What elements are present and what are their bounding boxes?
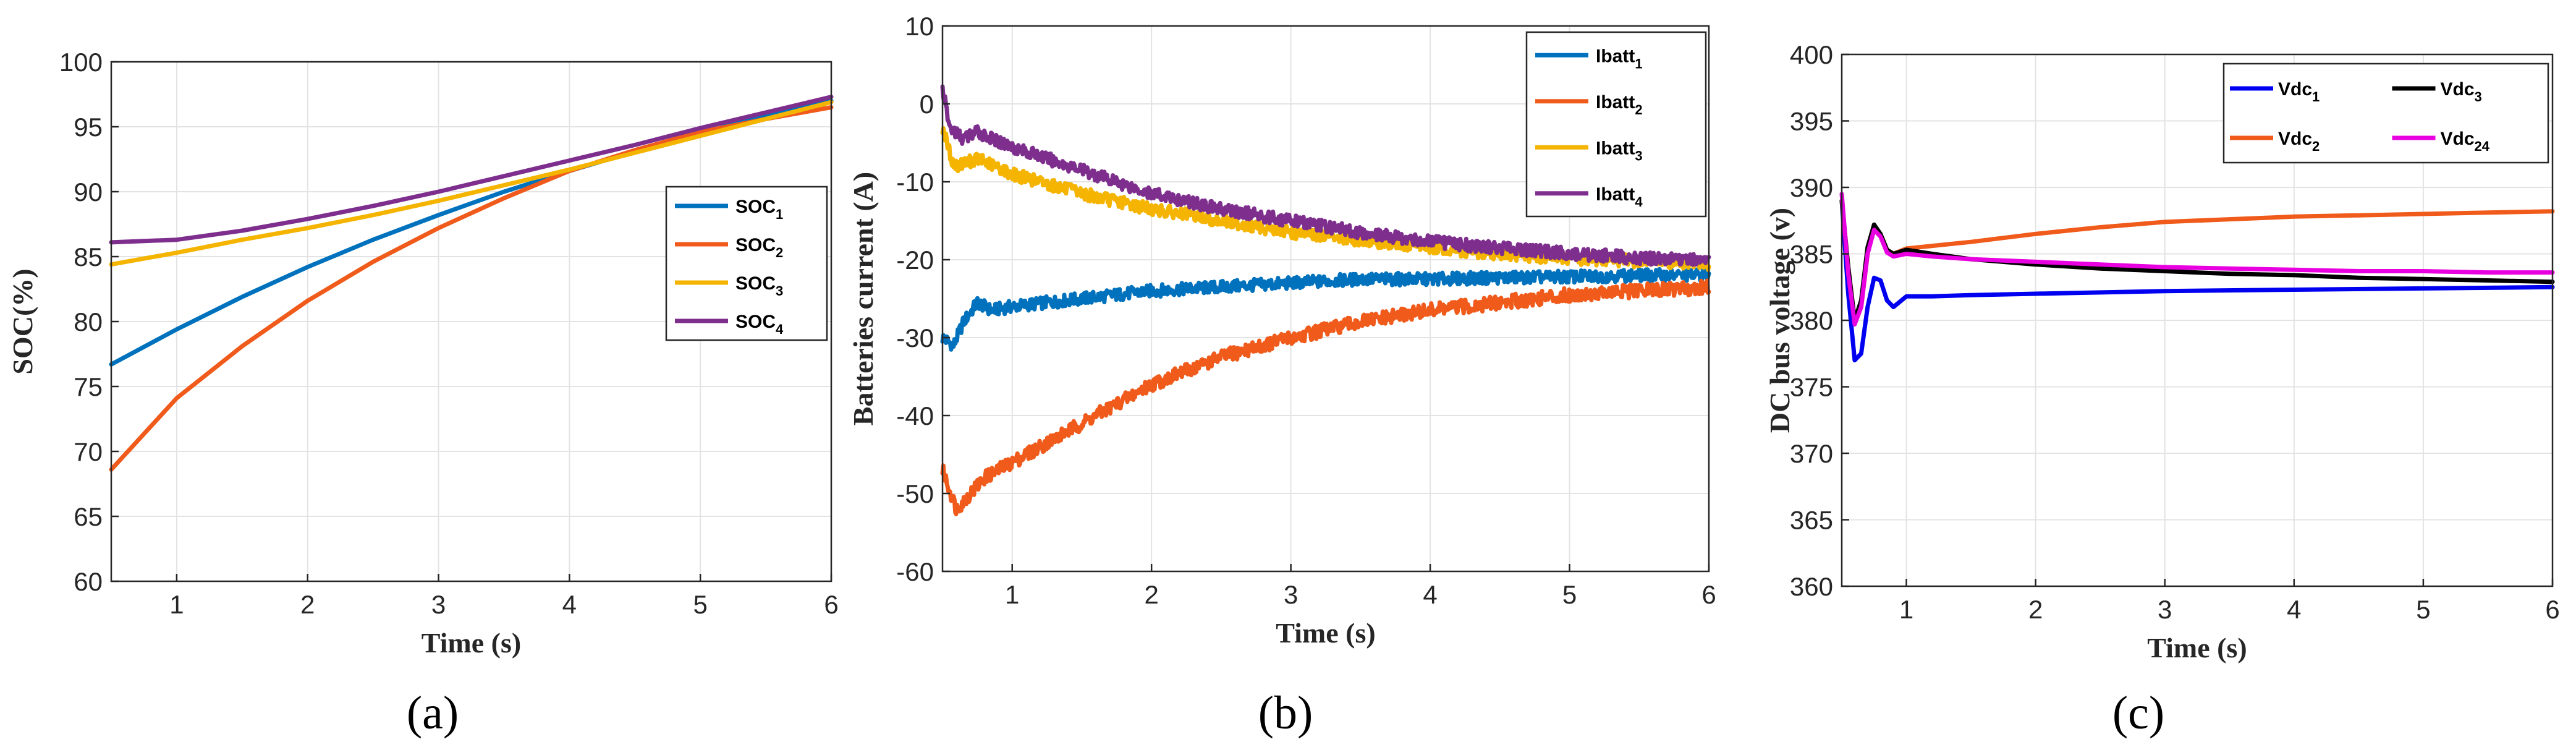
y-tick-label: 95 [74, 113, 103, 142]
y-tick-label: -30 [896, 323, 934, 352]
series-line-ibatt2 [940, 278, 1711, 516]
legend-entry: SOC1 [735, 197, 783, 222]
y-tick-label: -10 [896, 168, 934, 197]
y-tick-label: 100 [59, 48, 103, 77]
series-line-soc3 [109, 100, 834, 267]
series-line-ibatt3 [940, 126, 1711, 272]
y-tick-label: 10 [905, 12, 934, 41]
y-tick-label: 380 [1790, 306, 1833, 335]
x-tick-label: 6 [1701, 580, 1716, 609]
series-line-ibatt4 [940, 84, 1711, 267]
y-tick-label: 80 [74, 307, 103, 336]
x-tick-label: 6 [2545, 595, 2559, 624]
x-axis-label: Time (s) [1276, 617, 1375, 649]
axes-frame [941, 25, 1710, 573]
y-tick-label: 360 [1790, 572, 1833, 601]
x-tick-label: 3 [2158, 595, 2172, 624]
x-tick-label: 1 [169, 590, 184, 619]
series-line-ibatt1 [940, 267, 1711, 352]
x-tick-label: 5 [2416, 595, 2430, 624]
chart-a: 1 2 3 4 5 6 60 65 70 75 80 85 90 95 100 Time (s) SOC(%) S… [7, 48, 839, 739]
legend-box [1525, 31, 1707, 218]
legend-box [2222, 62, 2549, 164]
x-tick-label: 5 [1562, 580, 1577, 609]
y-tick-label: -50 [896, 479, 934, 508]
y-tick-label: 370 [1790, 439, 1833, 468]
panel-caption: (b) [1258, 687, 1313, 739]
x-tick-label: 2 [1145, 580, 1159, 609]
y-axis-label: Batteries current (A) [847, 172, 879, 425]
x-tick-label: 3 [1284, 580, 1298, 609]
y-tick-label: 0 [920, 90, 934, 119]
series-line-soc2 [109, 105, 834, 472]
x-tick-label: 2 [2028, 595, 2043, 624]
x-tick-label: 4 [2287, 595, 2301, 624]
y-tick-label: 375 [1790, 373, 1833, 402]
x-tick-label: 1 [1005, 580, 1019, 609]
x-axis-label: Time (s) [2147, 632, 2247, 664]
chart-c: 1 2 3 4 5 6 360 365 370 375 380 385 390 395 400 Time (s… [1764, 40, 2560, 739]
y-tick-label: 85 [74, 242, 103, 271]
y-tick-label: -20 [896, 245, 934, 275]
y-tick-label: 385 [1790, 240, 1833, 269]
x-axis-label: Time (s) [422, 627, 521, 659]
y-tick-label: 390 [1790, 173, 1833, 202]
legend-box [665, 186, 828, 341]
series-line-vdc1 [1839, 198, 2555, 362]
y-tick-label: 400 [1790, 40, 1833, 69]
panel-caption: (a) [407, 687, 459, 739]
x-tick-label: 1 [1899, 595, 1913, 624]
y-axis-label: SOC(%) [7, 268, 38, 374]
panel-caption: (c) [2112, 687, 2164, 739]
y-tick-label: 90 [74, 177, 103, 207]
y-tick-label: -60 [896, 557, 934, 586]
y-tick-label: 365 [1790, 506, 1833, 535]
x-tick-label: 4 [562, 590, 577, 619]
y-axis-label: DC bus voltage (v) [1764, 208, 1795, 433]
x-tick-label: 2 [300, 590, 315, 619]
x-tick-label: 4 [1423, 580, 1437, 609]
chart-b: 1 2 3 4 5 6 -60 -50 -40 -30 -20 -10 0 10 Time (s) Batte… [847, 12, 1716, 739]
series-line-soc4 [109, 95, 834, 245]
y-tick-label: 395 [1790, 107, 1833, 136]
y-tick-label: 65 [74, 502, 103, 531]
y-tick-label: -40 [896, 401, 934, 430]
x-tick-label: 3 [431, 590, 446, 619]
x-tick-label: 5 [693, 590, 708, 619]
series-line-vdc24 [1839, 192, 2555, 327]
y-tick-label: 60 [74, 567, 103, 596]
y-tick-label: 70 [74, 437, 103, 466]
x-tick-label: 6 [824, 590, 838, 619]
y-tick-label: 75 [74, 372, 103, 401]
